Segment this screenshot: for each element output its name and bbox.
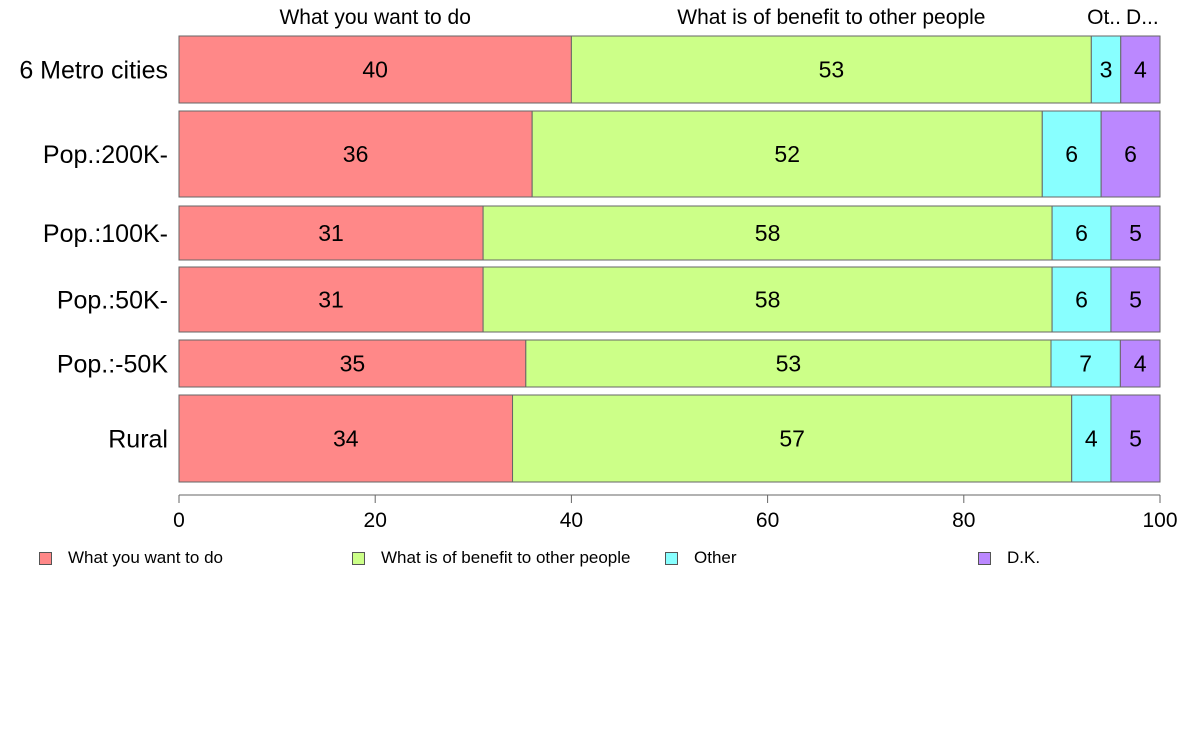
legend-swatch-want bbox=[39, 551, 52, 565]
bar-pop-200k-d-k bbox=[1100, 110, 1161, 198]
data-label-pop-50k-d-k: 5 bbox=[1129, 287, 1142, 313]
data-label-rural-what-you-want-to-do: 34 bbox=[333, 426, 359, 452]
x-tick-label-60: 60 bbox=[756, 509, 779, 532]
legend-item-benefit: What is of benefit to other people bbox=[352, 548, 631, 568]
top-label-benefit: What is of benefit to other people bbox=[677, 6, 985, 29]
legend-item-dk: D.K. bbox=[978, 548, 1040, 568]
bar-pop-50k-what-you-want-to-do bbox=[178, 266, 484, 333]
bar-6-metro-cities-d-k bbox=[1120, 35, 1161, 104]
bar-pop-100k-what-is-of-benefit-to-other-people bbox=[482, 205, 1053, 261]
x-tick-label-20: 20 bbox=[364, 509, 387, 532]
legend-item-other: Other bbox=[665, 548, 737, 568]
legend-item-want: What you want to do bbox=[39, 548, 223, 568]
legend: What you want to do What is of benefit t… bbox=[0, 548, 1188, 572]
data-label-rural-other: 4 bbox=[1085, 426, 1098, 452]
bar-pop-50k-what-is-of-benefit-to-other-people bbox=[525, 339, 1052, 388]
bar-pop-100k-d-k bbox=[1110, 205, 1161, 261]
legend-label-other: Other bbox=[694, 548, 737, 567]
category-label-pop-100k: Pop.:100K- bbox=[43, 220, 168, 248]
category-label-pop-200k: Pop.:200K- bbox=[43, 141, 168, 169]
data-label-pop-100k-other: 6 bbox=[1075, 220, 1088, 246]
data-label-rural-d-k: 5 bbox=[1129, 426, 1142, 452]
bar-pop-50k-d-k bbox=[1110, 266, 1161, 333]
legend-label-benefit: What is of benefit to other people bbox=[381, 548, 631, 567]
bar-rural-d-k bbox=[1110, 394, 1161, 483]
data-label-pop-50k-other: 6 bbox=[1075, 287, 1088, 313]
legend-swatch-benefit bbox=[352, 551, 365, 565]
data-label-pop-50k-d-k: 4 bbox=[1134, 351, 1147, 377]
bar-pop-50k-other bbox=[1050, 339, 1121, 388]
bar-rural-what-you-want-to-do bbox=[178, 394, 514, 483]
top-label-want: What you want to do bbox=[279, 6, 470, 29]
category-label-pop-50k: Pop.:-50K bbox=[57, 351, 169, 379]
data-label-rural-what-is-of-benefit-to-other-people: 57 bbox=[779, 426, 805, 452]
data-label-pop-200k-d-k: 6 bbox=[1124, 141, 1137, 167]
data-label-pop-100k-what-you-want-to-do: 31 bbox=[318, 220, 344, 246]
x-tick-label-100: 100 bbox=[1142, 509, 1177, 532]
bar-pop-200k-what-you-want-to-do bbox=[178, 110, 533, 198]
bar-pop-50k-d-k bbox=[1119, 339, 1161, 388]
legend-label-dk: D.K. bbox=[1007, 548, 1041, 567]
data-label-pop-50k-what-you-want-to-do: 31 bbox=[318, 287, 344, 313]
top-label-dk: D... bbox=[1126, 6, 1159, 29]
data-label-6-metro-cities-other: 3 bbox=[1100, 57, 1113, 83]
x-tick-label-0: 0 bbox=[173, 509, 185, 532]
legend-swatch-dk bbox=[978, 551, 991, 565]
data-label-6-metro-cities-what-is-of-benefit-to-other-people: 53 bbox=[819, 57, 845, 83]
legend-label-want: What you want to do bbox=[68, 548, 223, 567]
bar-6-metro-cities-what-you-want-to-do bbox=[178, 35, 572, 104]
bar-pop-50k-what-is-of-benefit-to-other-people bbox=[482, 266, 1053, 333]
category-label-pop-50k: Pop.:50K- bbox=[57, 287, 168, 315]
data-label-6-metro-cities-d-k: 4 bbox=[1134, 57, 1147, 83]
bar-6-metro-cities-other bbox=[1090, 35, 1122, 104]
bar-6-metro-cities-what-is-of-benefit-to-other-people bbox=[570, 35, 1092, 104]
bar-pop-100k-what-you-want-to-do bbox=[178, 205, 484, 261]
top-label-other: Ot.. bbox=[1087, 6, 1121, 29]
data-label-pop-50k-what-is-of-benefit-to-other-people: 53 bbox=[776, 351, 802, 377]
legend-swatch-other bbox=[665, 551, 678, 565]
data-label-pop-50k-what-you-want-to-do: 35 bbox=[340, 351, 366, 377]
data-label-pop-50k-what-is-of-benefit-to-other-people: 58 bbox=[755, 287, 781, 313]
x-tick-label-40: 40 bbox=[560, 509, 583, 532]
data-label-pop-200k-what-is-of-benefit-to-other-people: 52 bbox=[774, 141, 800, 167]
x-tick-label-80: 80 bbox=[952, 509, 975, 532]
bar-rural-other bbox=[1071, 394, 1112, 483]
data-label-pop-50k-other: 7 bbox=[1079, 351, 1092, 377]
data-label-6-metro-cities-what-you-want-to-do: 40 bbox=[362, 57, 388, 83]
data-label-pop-200k-what-you-want-to-do: 36 bbox=[343, 141, 369, 167]
category-label-rural: Rural bbox=[108, 426, 168, 454]
data-label-pop-200k-other: 6 bbox=[1065, 141, 1078, 167]
bar-rural-what-is-of-benefit-to-other-people bbox=[512, 394, 1073, 483]
bar-pop-200k-what-is-of-benefit-to-other-people bbox=[531, 110, 1043, 198]
data-label-pop-100k-d-k: 5 bbox=[1129, 220, 1142, 246]
bar-pop-200k-other bbox=[1041, 110, 1102, 198]
data-label-pop-100k-what-is-of-benefit-to-other-people: 58 bbox=[755, 220, 781, 246]
category-label-6-metro-cities: 6 Metro cities bbox=[19, 57, 168, 85]
bar-pop-50k-what-you-want-to-do bbox=[178, 339, 527, 388]
